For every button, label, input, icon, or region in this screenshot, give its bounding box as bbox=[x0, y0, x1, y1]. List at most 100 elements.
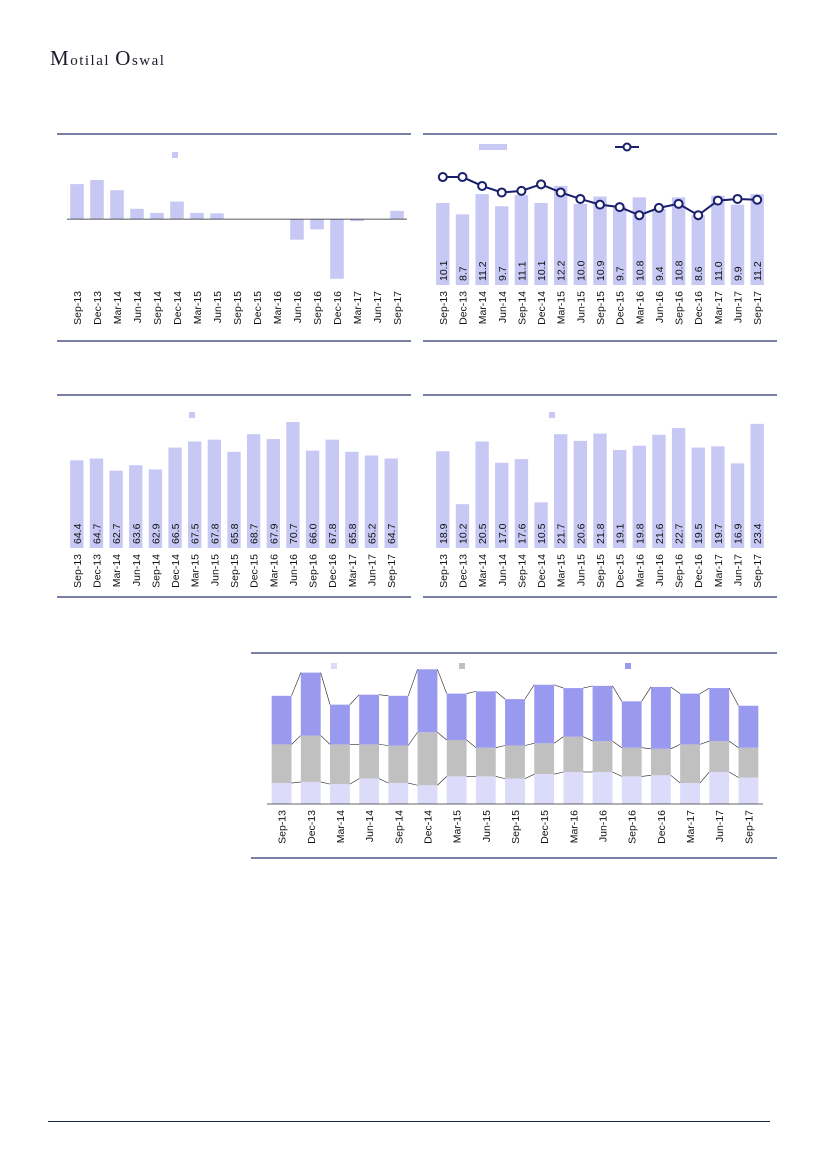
connector-line bbox=[583, 685, 593, 689]
stack-segment bbox=[475, 776, 496, 804]
x-tick-label: Jun-14 bbox=[131, 554, 143, 586]
stack-segment bbox=[475, 747, 496, 777]
connector-line bbox=[612, 740, 622, 748]
bar bbox=[573, 440, 588, 548]
x-tick-label: Jun-14 bbox=[497, 554, 509, 586]
connector-line bbox=[379, 694, 389, 697]
stack-segment bbox=[330, 784, 350, 804]
x-tick-label: Mar-16 bbox=[634, 554, 646, 587]
chart-5: Sep-13 Dec-13 Mar-14 Jun-14 Sep-14 Dec-14 Mar-… bbox=[251, 652, 777, 860]
stack-segment bbox=[359, 694, 380, 745]
stack-segment bbox=[650, 775, 671, 804]
x-tick-label: Dec-14 bbox=[172, 291, 184, 325]
data-label: 10.8 bbox=[634, 260, 646, 281]
stack-segment bbox=[505, 745, 525, 779]
connector-line bbox=[729, 771, 739, 778]
data-label: 11.2 bbox=[477, 261, 489, 281]
line-point bbox=[477, 180, 488, 191]
bar bbox=[495, 462, 509, 548]
data-label: 64.7 bbox=[91, 523, 103, 544]
data-label: 9.4 bbox=[654, 266, 666, 281]
x-tick-label: Jun-16 bbox=[598, 810, 610, 842]
x-tick-label: Jun-14 bbox=[497, 291, 509, 323]
stack-segment bbox=[417, 669, 438, 733]
x-tick-label: Jun-15 bbox=[481, 810, 493, 842]
connector-line bbox=[641, 774, 651, 777]
line-point bbox=[693, 210, 704, 221]
bar bbox=[514, 459, 529, 548]
data-label: 10.8 bbox=[674, 260, 686, 281]
bar bbox=[593, 196, 607, 285]
bar bbox=[305, 450, 320, 548]
bar bbox=[711, 195, 725, 285]
bar bbox=[632, 197, 646, 285]
x-tick-label: Mar-15 bbox=[192, 291, 204, 324]
connector-line bbox=[407, 732, 418, 746]
bar bbox=[129, 465, 143, 548]
bar bbox=[730, 204, 745, 285]
stack-segment bbox=[388, 695, 409, 746]
x-tick-label: Dec-15 bbox=[249, 554, 261, 588]
data-label: 12.2 bbox=[556, 260, 568, 281]
bar bbox=[475, 441, 489, 548]
legend-swatch bbox=[331, 663, 337, 669]
line-point bbox=[595, 199, 605, 210]
x-tick-label: Mar-15 bbox=[556, 554, 568, 587]
connector-line bbox=[641, 747, 651, 750]
stack-segment bbox=[271, 783, 292, 804]
bar bbox=[612, 206, 627, 285]
connector-line bbox=[407, 669, 418, 696]
connector-line bbox=[495, 691, 506, 700]
x-tick-label: Sep-16 bbox=[308, 554, 320, 588]
stack-segment bbox=[359, 778, 380, 804]
stack-segment bbox=[621, 701, 642, 748]
data-label: 70.7 bbox=[288, 523, 300, 544]
data-label: 20.6 bbox=[575, 523, 587, 544]
data-label: 10.0 bbox=[575, 260, 587, 281]
data-label: 18.9 bbox=[438, 523, 450, 544]
x-tick-label: Jun-17 bbox=[367, 554, 379, 586]
bar bbox=[109, 470, 123, 548]
bar bbox=[350, 219, 364, 222]
data-label: 67.5 bbox=[190, 523, 202, 544]
data-label: 67.8 bbox=[209, 523, 221, 544]
legend-swatch bbox=[459, 663, 465, 669]
x-tick-label: Jun-16 bbox=[288, 554, 300, 586]
connector-line bbox=[408, 782, 418, 786]
connector-line bbox=[320, 781, 331, 785]
x-tick-label: Mar-17 bbox=[685, 810, 697, 843]
stack-segment bbox=[446, 693, 467, 740]
bar bbox=[495, 206, 509, 285]
x-tick-label: Mar-16 bbox=[568, 810, 580, 843]
connector-line bbox=[728, 740, 739, 748]
bar bbox=[70, 460, 84, 548]
stack-segment bbox=[475, 691, 496, 748]
stack-segment bbox=[650, 748, 671, 776]
stack-segment bbox=[388, 783, 409, 804]
x-tick-label: Mar-16 bbox=[268, 554, 280, 587]
data-label: 10.1 bbox=[536, 260, 548, 281]
x-tick-label: Jun-16 bbox=[654, 291, 666, 323]
x-tick-label: Mar-16 bbox=[272, 291, 284, 324]
stack-segment bbox=[446, 776, 467, 804]
line-point bbox=[516, 185, 527, 196]
bar bbox=[286, 422, 300, 548]
connector-line bbox=[378, 778, 389, 784]
bar bbox=[514, 194, 529, 285]
data-label: 16.9 bbox=[733, 523, 745, 544]
data-label: 23.4 bbox=[752, 523, 764, 544]
x-tick-label: Mar-16 bbox=[634, 291, 646, 324]
bar bbox=[436, 451, 450, 548]
x-tick-label: Sep-15 bbox=[232, 291, 244, 325]
x-tick-label: Sep-16 bbox=[312, 291, 324, 325]
bar bbox=[475, 194, 489, 285]
x-tick-label: Sep-17 bbox=[386, 554, 398, 588]
connector-line bbox=[699, 687, 710, 694]
x-tick-label: Sep-16 bbox=[627, 810, 639, 844]
x-tick-label: Dec-14 bbox=[422, 810, 434, 844]
connector-line bbox=[699, 771, 710, 784]
connector-line bbox=[524, 742, 535, 746]
data-label: 19.8 bbox=[634, 523, 646, 544]
connector-line bbox=[466, 739, 477, 748]
bar bbox=[711, 446, 725, 548]
